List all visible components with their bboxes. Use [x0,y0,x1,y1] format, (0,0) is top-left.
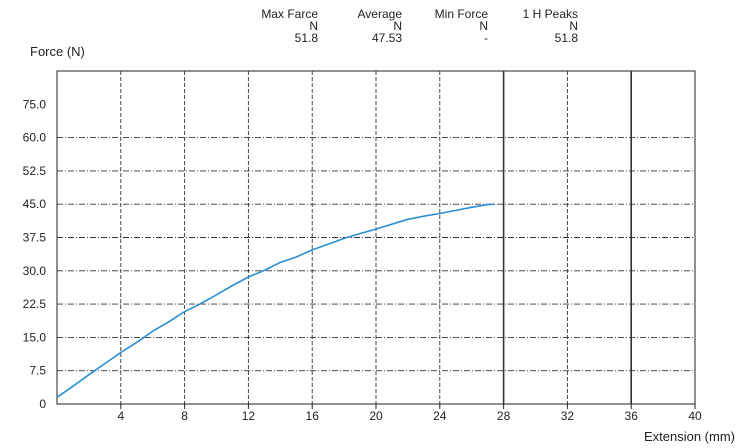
stat-header: Average [357,7,402,21]
stat-header: Min Force [434,7,488,21]
y-tick-label: 60.0 [23,131,47,145]
y-tick-labels: 0 7.5 15.0 22.5 30.0 37.5 45.0 52.5 60.0 75.0 [23,97,47,411]
stat-peaks: 1 H Peaks N 51.8 [498,8,578,44]
y-tick-label: 75.0 [23,97,47,111]
y-axis-title: Force (N) [30,44,85,59]
stat-average: Average N 47.53 [326,8,402,44]
y-tick-label: 45.0 [23,197,47,211]
stat-unit: N [569,19,578,33]
y-tick-label: 7.5 [29,364,46,378]
y-tick-label: 52.5 [23,164,47,178]
stat-min-force: Min Force N - [410,8,488,44]
stat-header: 1 H Peaks [522,7,578,21]
y-tick-label: 15.0 [23,330,47,344]
x-tick-label: 24 [433,409,447,423]
x-tick-label: 4 [117,409,124,423]
x-tick-label: 40 [688,409,702,423]
x-tick-label: 28 [497,409,511,423]
x-tick-label: 20 [369,409,383,423]
stat-header: Max Farce [261,7,318,21]
horizontal-gridlines [57,137,695,372]
stat-unit: N [479,19,488,33]
stat-value: - [484,31,488,45]
y-tick-label: 0 [39,397,46,411]
x-axis-title: Extension (mm) [644,429,735,444]
x-tick-label: 8 [181,409,188,423]
vertical-gridlines [120,71,696,409]
stat-unit: N [393,19,402,33]
y-tick-label: 30.0 [23,264,47,278]
stat-value: 51.8 [294,31,318,45]
y-tick-label: 22.5 [23,297,47,311]
stat-value: 51.8 [554,31,578,45]
x-tick-label: 36 [625,409,639,423]
x-tick-label: 32 [561,409,575,423]
x-tick-labels: 4 8 12 16 20 24 28 32 36 40 [117,409,702,423]
series-line [56,203,495,398]
stat-value: 47.53 [371,31,402,45]
x-tick-label: 12 [242,409,256,423]
stat-unit: N [309,19,318,33]
y-tick-label: 37.5 [23,231,47,245]
stat-max-force: Max Farce N 51.8 [230,8,318,44]
x-tick-label: 16 [306,409,320,423]
